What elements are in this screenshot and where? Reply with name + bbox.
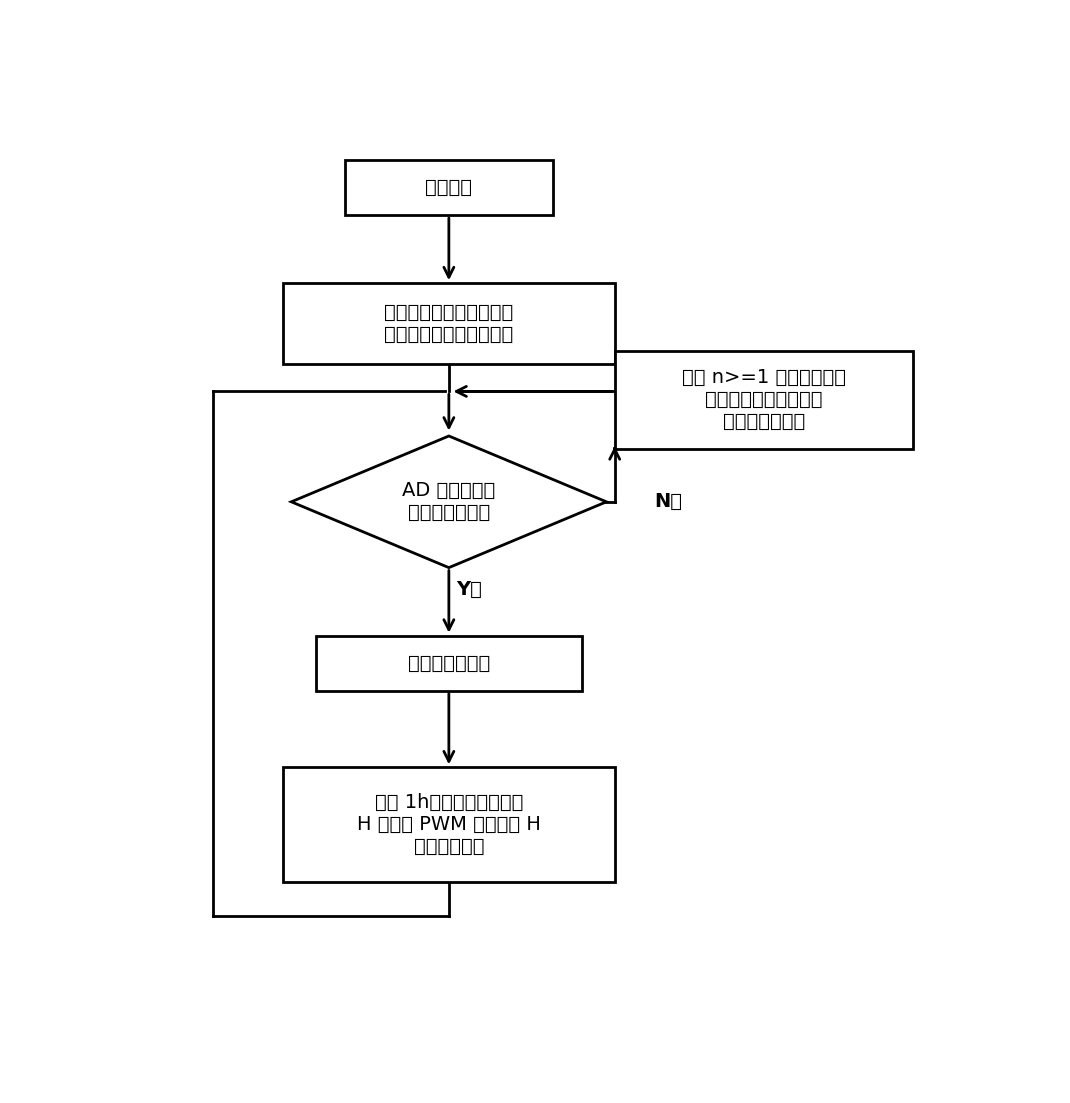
Text: 负载投入电网。: 负载投入电网。: [408, 654, 490, 673]
Text: Y。: Y。: [457, 580, 483, 599]
Polygon shape: [291, 436, 607, 568]
Text: N。: N。: [655, 492, 683, 512]
FancyBboxPatch shape: [282, 768, 614, 882]
FancyBboxPatch shape: [614, 351, 914, 449]
Text: 在备用电源电压输出的特
定过零点时切除变压器。: 在备用电源电压输出的特 定过零点时切除变压器。: [384, 303, 514, 344]
FancyBboxPatch shape: [346, 160, 552, 215]
Text: AD 采样检测电
网正常供电？。: AD 采样检测电 网正常供电？。: [402, 481, 495, 523]
Text: 软起动。: 软起动。: [426, 178, 472, 197]
FancyBboxPatch shape: [282, 283, 614, 364]
FancyBboxPatch shape: [317, 635, 582, 690]
Text: 每隔 1h，备用电源单元由
H 桥调制 PWM 波，实现 H
桥短路自检。: 每隔 1h，备用电源单元由 H 桥调制 PWM 波，实现 H 桥短路自检。: [357, 793, 540, 856]
Text: 断电 n>=1 个周期后，在
备用电源输出电压特定
过零点处投入。: 断电 n>=1 个周期后，在 备用电源输出电压特定 过零点处投入。: [682, 368, 846, 431]
